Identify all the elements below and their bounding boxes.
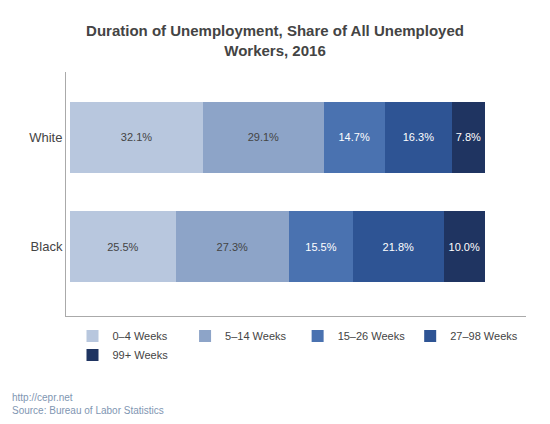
- svg-text:21.8%: 21.8%: [383, 241, 414, 253]
- svg-text:Duration of Unemployment, Shar: Duration of Unemployment, Share of All U…: [86, 22, 464, 59]
- svg-text:27–98 Weeks: 27–98 Weeks: [450, 330, 518, 342]
- svg-text:10.0%: 10.0%: [449, 241, 480, 253]
- svg-text:16.3%: 16.3%: [403, 131, 434, 143]
- svg-text:7.8%: 7.8%: [456, 131, 481, 143]
- svg-text:25.5%: 25.5%: [107, 241, 138, 253]
- svg-text:14.7%: 14.7%: [338, 131, 369, 143]
- svg-text:White: White: [29, 130, 62, 145]
- svg-text:http://cepr.netSource: Bureau: http://cepr.netSource: Bureau of Labor S…: [12, 392, 164, 416]
- svg-text:5–14 Weeks: 5–14 Weeks: [225, 330, 286, 342]
- svg-text:Black: Black: [31, 239, 63, 254]
- svg-text:0–4 Weeks: 0–4 Weeks: [113, 330, 168, 342]
- svg-text:15–26 Weeks: 15–26 Weeks: [338, 330, 406, 342]
- svg-text:29.1%: 29.1%: [248, 131, 279, 143]
- svg-text:15.5%: 15.5%: [305, 241, 336, 253]
- svg-text:27.3%: 27.3%: [217, 241, 248, 253]
- svg-text:99+ Weeks: 99+ Weeks: [113, 349, 169, 361]
- svg-text:32.1%: 32.1%: [121, 131, 152, 143]
